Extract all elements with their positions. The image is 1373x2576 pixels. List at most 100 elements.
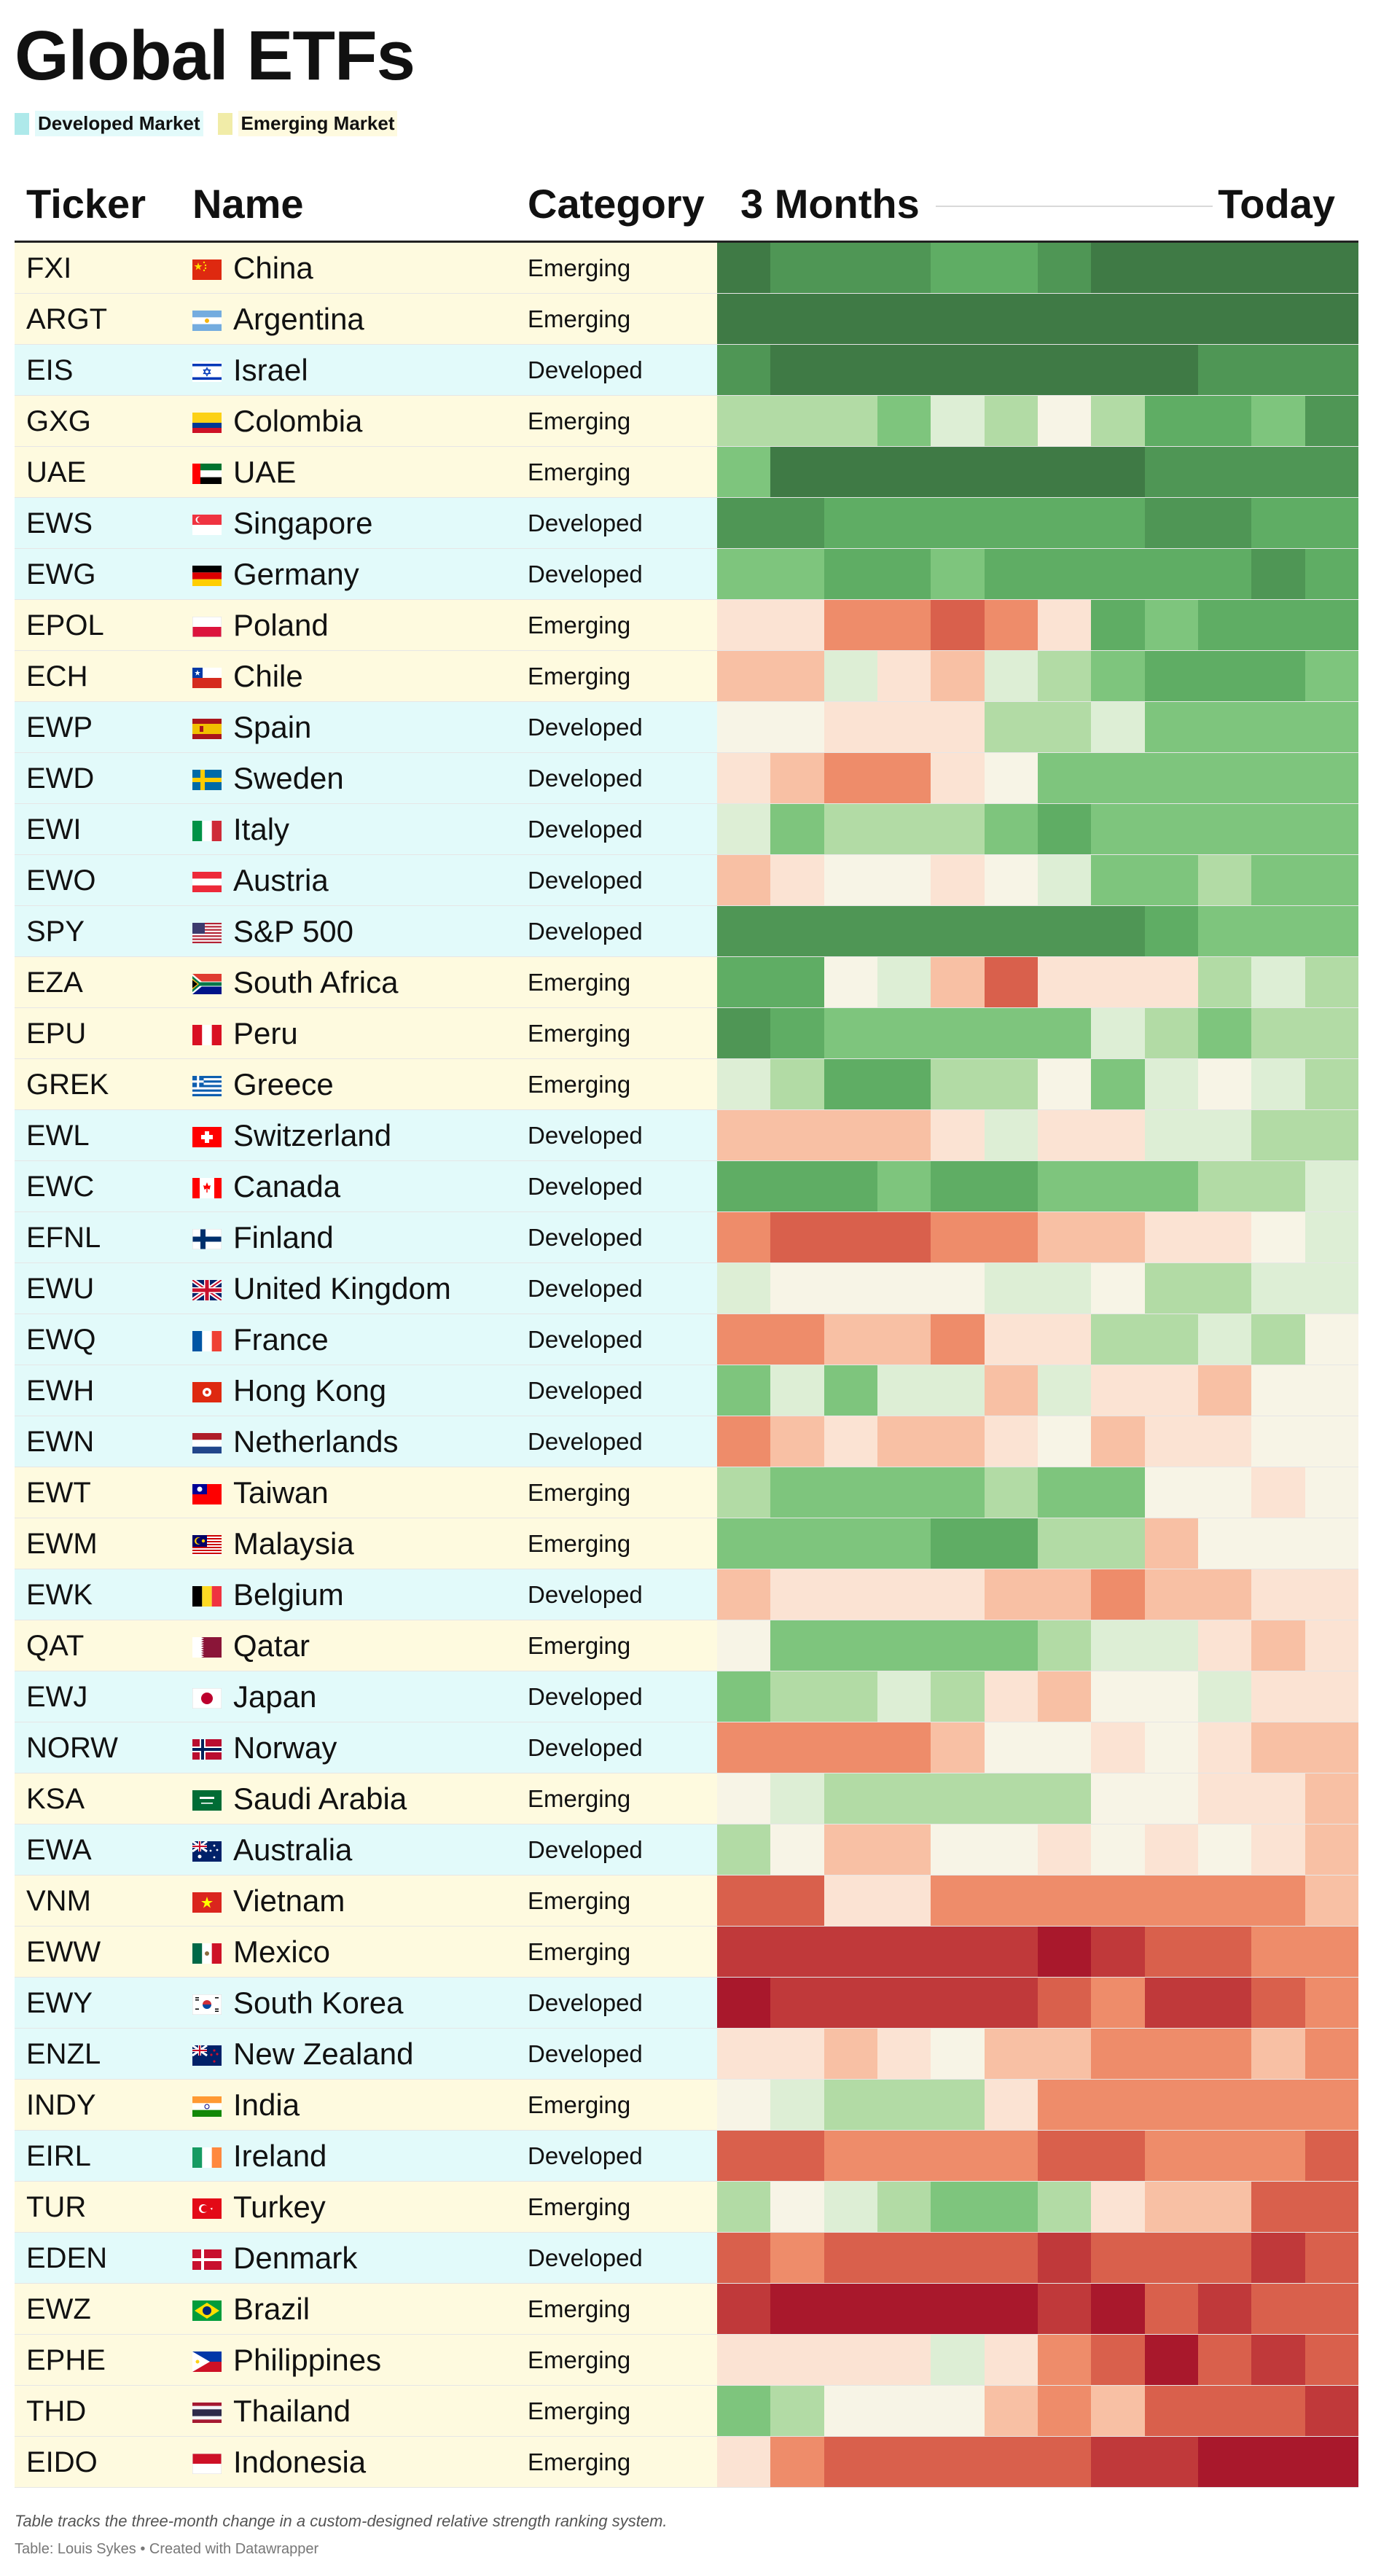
heatmap-cell-4	[877, 498, 931, 548]
heatmap-cell-11	[1251, 294, 1305, 344]
header-name[interactable]: Name	[192, 181, 304, 227]
heatmap-cell-12	[1304, 1416, 1358, 1467]
heatmap-cell-12	[1304, 2131, 1358, 2181]
heatmap-cell-1	[717, 2437, 771, 2487]
table-row: EWP Spain Developed	[15, 702, 1358, 753]
heatmap-cell-3	[824, 1161, 877, 1211]
heatmap-cell-8	[1091, 1161, 1145, 1211]
heatmap-cell-8	[1091, 2386, 1145, 2436]
heatmap-cell-2	[770, 243, 824, 293]
heatmap-cell-1	[717, 804, 771, 854]
header-ticker[interactable]: Ticker	[26, 181, 146, 227]
heatmap-cell-7	[1037, 549, 1092, 599]
ticker-cell: TUR	[26, 2191, 87, 2223]
table-row: EPHE Philippines Emerging	[15, 2335, 1358, 2386]
heatmap-cell-1	[717, 2080, 771, 2130]
heatmap-cell-6	[984, 2131, 1038, 2181]
heatmap-cell-11	[1251, 2131, 1305, 2181]
category-cell: Emerging	[528, 612, 631, 639]
heatmap-cell-5	[931, 855, 985, 905]
heatmap-cell-11	[1251, 1876, 1305, 1926]
heatmap-cell-8	[1091, 1824, 1145, 1875]
heatmap-cell-10	[1197, 1314, 1252, 1365]
flag-icon-ar	[192, 311, 222, 331]
heatmap-strip	[717, 498, 1358, 548]
heatmap-cell-5	[931, 1467, 985, 1518]
category-cell: Developed	[528, 816, 643, 843]
heatmap-cell-3	[824, 651, 877, 701]
heatmap-cell-8	[1091, 1416, 1145, 1467]
heatmap-cell-10	[1197, 294, 1252, 344]
category-cell: Developed	[528, 1377, 643, 1404]
heatmap-cell-11	[1251, 1263, 1305, 1314]
heatmap-cell-7	[1037, 2131, 1092, 2181]
table-row: EIDO Indonesia Emerging	[15, 2437, 1358, 2488]
heatmap-cell-6	[984, 702, 1038, 752]
heatmap-cell-7	[1037, 1365, 1092, 1416]
heatmap-cell-12	[1304, 1722, 1358, 1773]
heatmap-cell-8	[1091, 1212, 1145, 1262]
heatmap-cell-11	[1251, 1212, 1305, 1262]
heatmap-cell-10	[1197, 243, 1252, 293]
heatmap-cell-4	[877, 1416, 931, 1467]
heatmap-cell-11	[1251, 1467, 1305, 1518]
table-row: EDEN Denmark Developed	[15, 2233, 1358, 2284]
heatmap-cell-6	[984, 1722, 1038, 1773]
heatmap-cell-6	[984, 1569, 1038, 1620]
heatmap-strip	[717, 1773, 1358, 1824]
flag-icon-br	[192, 2300, 222, 2321]
heatmap-cell-4	[877, 345, 931, 395]
header-category[interactable]: Category	[528, 181, 705, 227]
table-row: TUR Turkey Emerging	[15, 2182, 1358, 2233]
flag-icon-vn	[192, 1892, 222, 1913]
category-cell: Emerging	[528, 1632, 631, 1659]
category-cell: Developed	[528, 2040, 643, 2067]
legend-label-emerging: Emerging Market	[238, 111, 398, 136]
heatmap-cell-11	[1251, 243, 1305, 293]
name-cell: Chile	[233, 659, 303, 693]
ticker-cell: EWC	[26, 1171, 95, 1203]
heatmap-strip	[717, 2284, 1358, 2334]
heatmap-cell-2	[770, 804, 824, 854]
category-cell: Emerging	[528, 1020, 631, 1047]
heatmap-cell-11	[1251, 600, 1305, 650]
heatmap-cell-10	[1197, 396, 1252, 446]
heatmap-cell-1	[717, 855, 771, 905]
heatmap-cell-3	[824, 1059, 877, 1109]
flag-icon-my	[192, 1535, 222, 1556]
heatmap-strip	[717, 1518, 1358, 1569]
heatmap-cell-8	[1091, 1263, 1145, 1314]
heatmap-cell-6	[984, 498, 1038, 548]
heatmap-cell-5	[931, 1518, 985, 1569]
heatmap-cell-11	[1251, 855, 1305, 905]
heatmap-cell-10	[1197, 1927, 1252, 1977]
heatmap-cell-6	[984, 1620, 1038, 1671]
ticker-cell: EWK	[26, 1579, 93, 1611]
heatmap-cell-7	[1037, 396, 1092, 446]
heatmap-cell-12	[1304, 906, 1358, 956]
table-row: EIS Israel Developed	[15, 345, 1358, 396]
heatmap-cell-10	[1197, 957, 1252, 1007]
heatmap-cell-8	[1091, 906, 1145, 956]
heatmap-strip	[717, 2386, 1358, 2436]
heatmap-cell-5	[931, 1161, 985, 1211]
heatmap-cell-6	[984, 345, 1038, 395]
heatmap-strip	[717, 906, 1358, 956]
heatmap-cell-10	[1197, 1824, 1252, 1875]
heatmap-strip	[717, 753, 1358, 803]
heatmap-cell-12	[1304, 1620, 1358, 1671]
footer-credit: Table: Louis Sykes • Created with Datawr…	[15, 2541, 319, 2557]
ticker-cell: EWL	[26, 1120, 90, 1152]
category-cell: Emerging	[528, 1479, 631, 1506]
heatmap-cell-10	[1197, 1161, 1252, 1211]
category-cell: Developed	[528, 1275, 643, 1302]
heatmap-cell-6	[984, 2335, 1038, 2385]
heatmap-cell-11	[1251, 2335, 1305, 2385]
ticker-cell: EWT	[26, 1477, 91, 1509]
heatmap-cell-3	[824, 2386, 877, 2436]
heatmap-cell-6	[984, 804, 1038, 854]
heatmap-strip	[717, 1876, 1358, 1926]
heatmap-cell-7	[1037, 906, 1092, 956]
heatmap-cell-11	[1251, 447, 1305, 497]
heatmap-cell-6	[984, 1365, 1038, 1416]
